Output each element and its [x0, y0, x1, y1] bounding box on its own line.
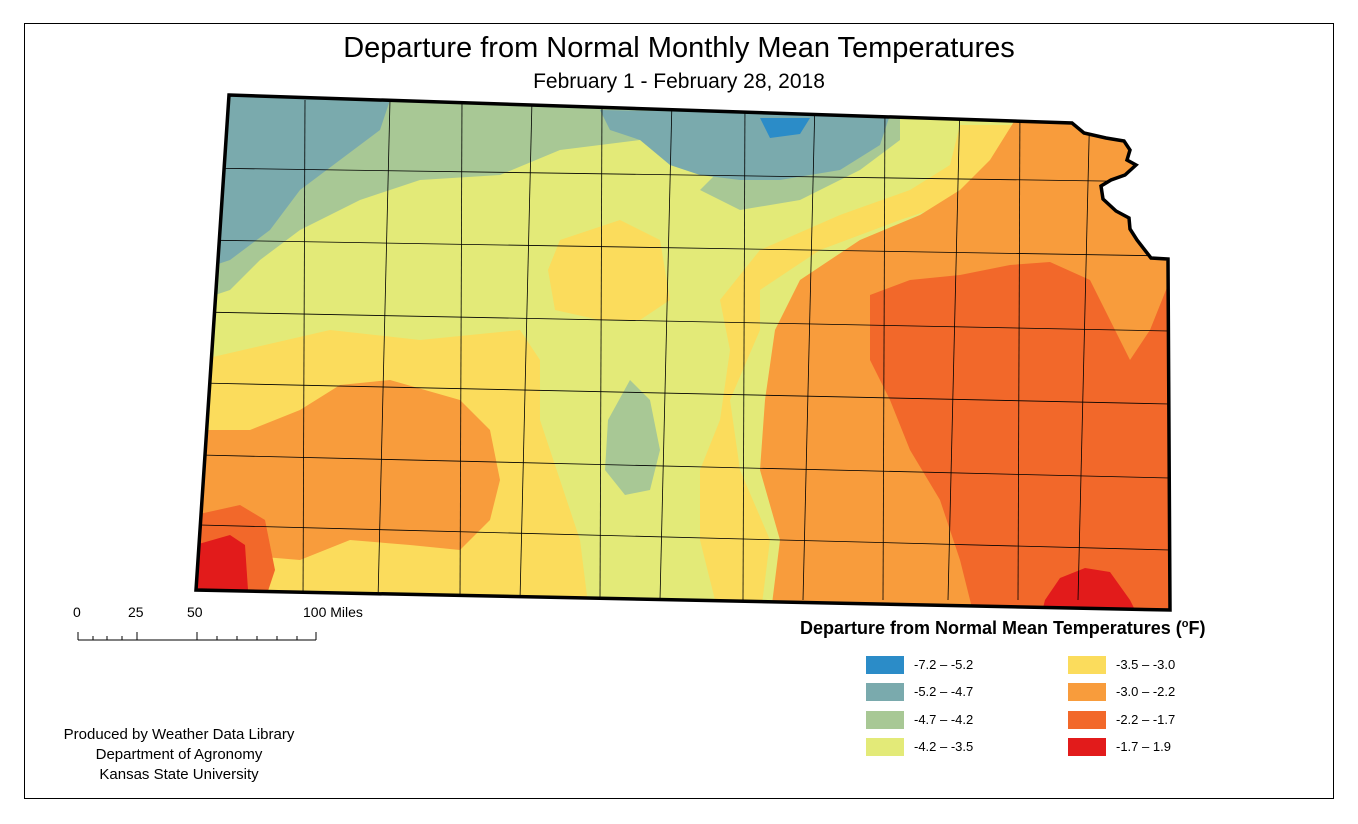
map-subtitle: February 1 - February 28, 2018 [533, 70, 825, 93]
legend-swatch [866, 656, 904, 674]
scale-label-0: 0 [73, 604, 81, 620]
credits: Produced by Weather Data Library Departm… [24, 725, 334, 785]
zone-1-7-1-9-southwest [196, 535, 248, 592]
temperature-surface [196, 95, 1170, 610]
legend-label: -7.2 – -5.2 [914, 657, 974, 672]
legend-label: -1.7 – 1.9 [1116, 739, 1171, 754]
map-frame [24, 23, 1334, 799]
legend-swatch [866, 683, 904, 701]
credits-line-1: Produced by Weather Data Library [63, 726, 295, 743]
scale-bar-graphic [77, 632, 317, 641]
county-boundaries [199, 99, 1170, 601]
scale-label-25: 25 [128, 604, 144, 620]
credits-line-3: Kansas State University [99, 766, 259, 783]
legend-swatch [1068, 738, 1106, 756]
zone-5-2-4-7-northwest [200, 95, 390, 270]
scale-label-50: 50 [187, 604, 203, 620]
legend-label: -4.7 – -4.2 [914, 712, 974, 727]
credits-line-2: Department of Agronomy [95, 746, 263, 763]
zone-3-5-3-0-central [548, 220, 670, 320]
legend-swatch [1068, 683, 1106, 701]
zone-2-2-1-7-east [870, 262, 1170, 610]
scale-bar: 0 25 50 100 Miles [70, 604, 400, 644]
legend-swatch [866, 738, 904, 756]
legend-swatch [866, 711, 904, 729]
legend-label: -3.0 – -2.2 [1116, 684, 1176, 699]
legend-label: -5.2 – -4.7 [914, 684, 974, 699]
zone-7-2-5-2 [760, 118, 810, 138]
legend-title: Departure from Normal Mean Temperatures … [800, 618, 1206, 638]
kansas-state-outline [194, 93, 1172, 612]
zone-3-5-3-0-east [700, 125, 1030, 610]
legend-label: -3.5 – -3.0 [1116, 657, 1176, 672]
zone-4-7-4-2-central [605, 380, 660, 495]
zone-3-0-2-2-southwest [196, 380, 500, 560]
legend-label: -4.2 – -3.5 [914, 739, 974, 754]
legend-label: -2.2 – -1.7 [1116, 712, 1176, 727]
map-title: Departure from Normal Monthly Mean Tempe… [343, 32, 1015, 64]
legend-swatch [1068, 656, 1106, 674]
legend-swatch [1068, 711, 1106, 729]
scale-label-100-miles: 100 Miles [303, 604, 363, 620]
